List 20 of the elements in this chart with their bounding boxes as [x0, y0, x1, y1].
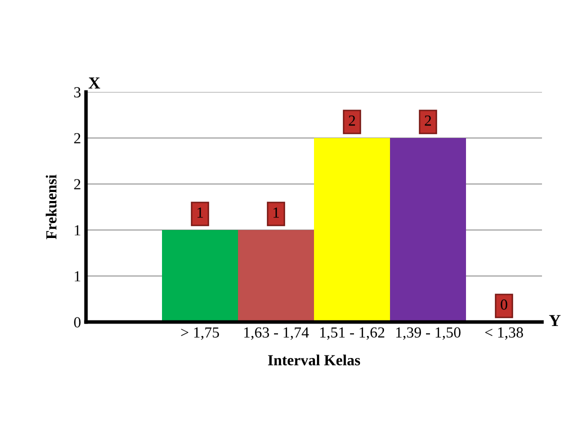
- y-axis-title: Frekuensi: [46, 174, 57, 240]
- y-tick-label: 2: [74, 133, 80, 144]
- data-label: 2: [424, 115, 431, 126]
- x-axis-title: Interval Kelas: [268, 354, 360, 366]
- x-tick-label: 1,63 - 1,74: [244, 327, 309, 340]
- y-tick-label: 3: [74, 87, 81, 98]
- y-tick-label: 1: [74, 225, 80, 236]
- y-tick-label: 0: [74, 317, 81, 328]
- text: X: [88, 78, 100, 88]
- data-label: 0: [500, 299, 508, 310]
- y-tick-label: 1: [74, 271, 80, 282]
- x-tick-label: < 1,38: [485, 327, 524, 340]
- data-label: 2: [348, 115, 355, 126]
- data-label: 1: [274, 207, 279, 218]
- data-label: 1: [198, 207, 203, 218]
- x-tick-label: 1,39 - 1,50: [396, 327, 461, 340]
- x-tick-label: 1,51 - 1,62: [320, 327, 384, 340]
- y-tick-label: 2: [74, 179, 80, 190]
- text: Y: [549, 315, 561, 326]
- x-tick-label: > 1,75: [181, 327, 219, 340]
